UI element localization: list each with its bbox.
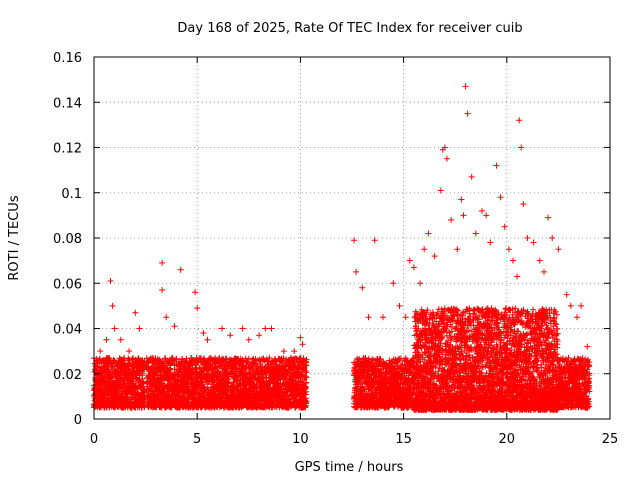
roti-data-points [90, 83, 593, 413]
data-point [110, 356, 117, 363]
grid-lines [94, 57, 610, 419]
data-point [121, 380, 128, 387]
